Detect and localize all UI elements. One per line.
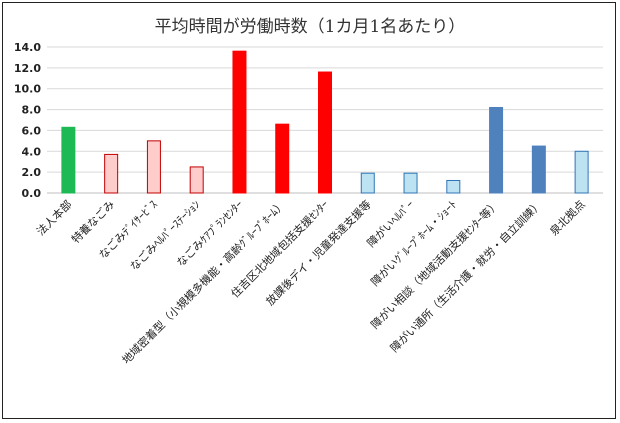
y-tick-label: 12.0	[14, 62, 41, 75]
x-axis-ticks: 法人本部特養なごみなごみﾃﾞｲｻｰﾋﾞｽなごみﾍﾙﾊﾟｰｽﾃｰｼｮﾝなごみｹｱﾌ…	[33, 197, 587, 367]
y-tick-label: 14.0	[14, 41, 41, 54]
x-tick-label: なごみﾍﾙﾊﾟｰｽﾃｰｼｮﾝ	[127, 197, 203, 273]
y-tick-label: 0.0	[22, 187, 42, 200]
bar	[275, 123, 290, 194]
bar	[360, 172, 375, 194]
bar	[189, 166, 204, 194]
bar	[61, 126, 76, 194]
bar	[104, 153, 119, 194]
chart-title: 平均時間が労働時数（1カ月1名あたり）	[155, 17, 466, 37]
bar	[446, 179, 461, 194]
bar	[403, 172, 418, 194]
bar	[574, 150, 589, 194]
bar	[531, 145, 546, 194]
bar-chart: 平均時間が労働時数（1カ月1名あたり） 0.0 2.0 4.0 6.0 8.0 10.0 1…	[14, 17, 603, 367]
bar-layer	[61, 50, 589, 194]
bar	[318, 71, 332, 194]
x-tick-label: 障がい通所（生活介護・就労・自立訓練）	[387, 197, 545, 355]
y-axis-ticks: 0.0 2.0 4.0 6.0 8.0 10.0 12.0 14.0	[14, 41, 41, 200]
bar	[489, 106, 504, 194]
bar	[232, 50, 247, 194]
y-tick-label: 4.0	[22, 145, 42, 158]
y-tick-label: 2.0	[22, 166, 42, 179]
x-tick-label: 法人本部	[33, 197, 74, 238]
y-tick-label: 6.0	[22, 124, 42, 137]
y-tick-label: 8.0	[22, 104, 42, 117]
chart-frame: 平均時間が労働時数（1カ月1名あたり） 0.0 2.0 4.0 6.0 8.0 10.0 1…	[2, 2, 616, 419]
x-tick-label: 泉北拠点	[547, 197, 588, 238]
y-tick-label: 10.0	[14, 83, 41, 96]
bar	[146, 140, 161, 194]
x-tick-label: 障がいｸﾞﾙｰﾌﾟﾎｰﾑ・ｼｮｰﾄ	[368, 197, 460, 289]
